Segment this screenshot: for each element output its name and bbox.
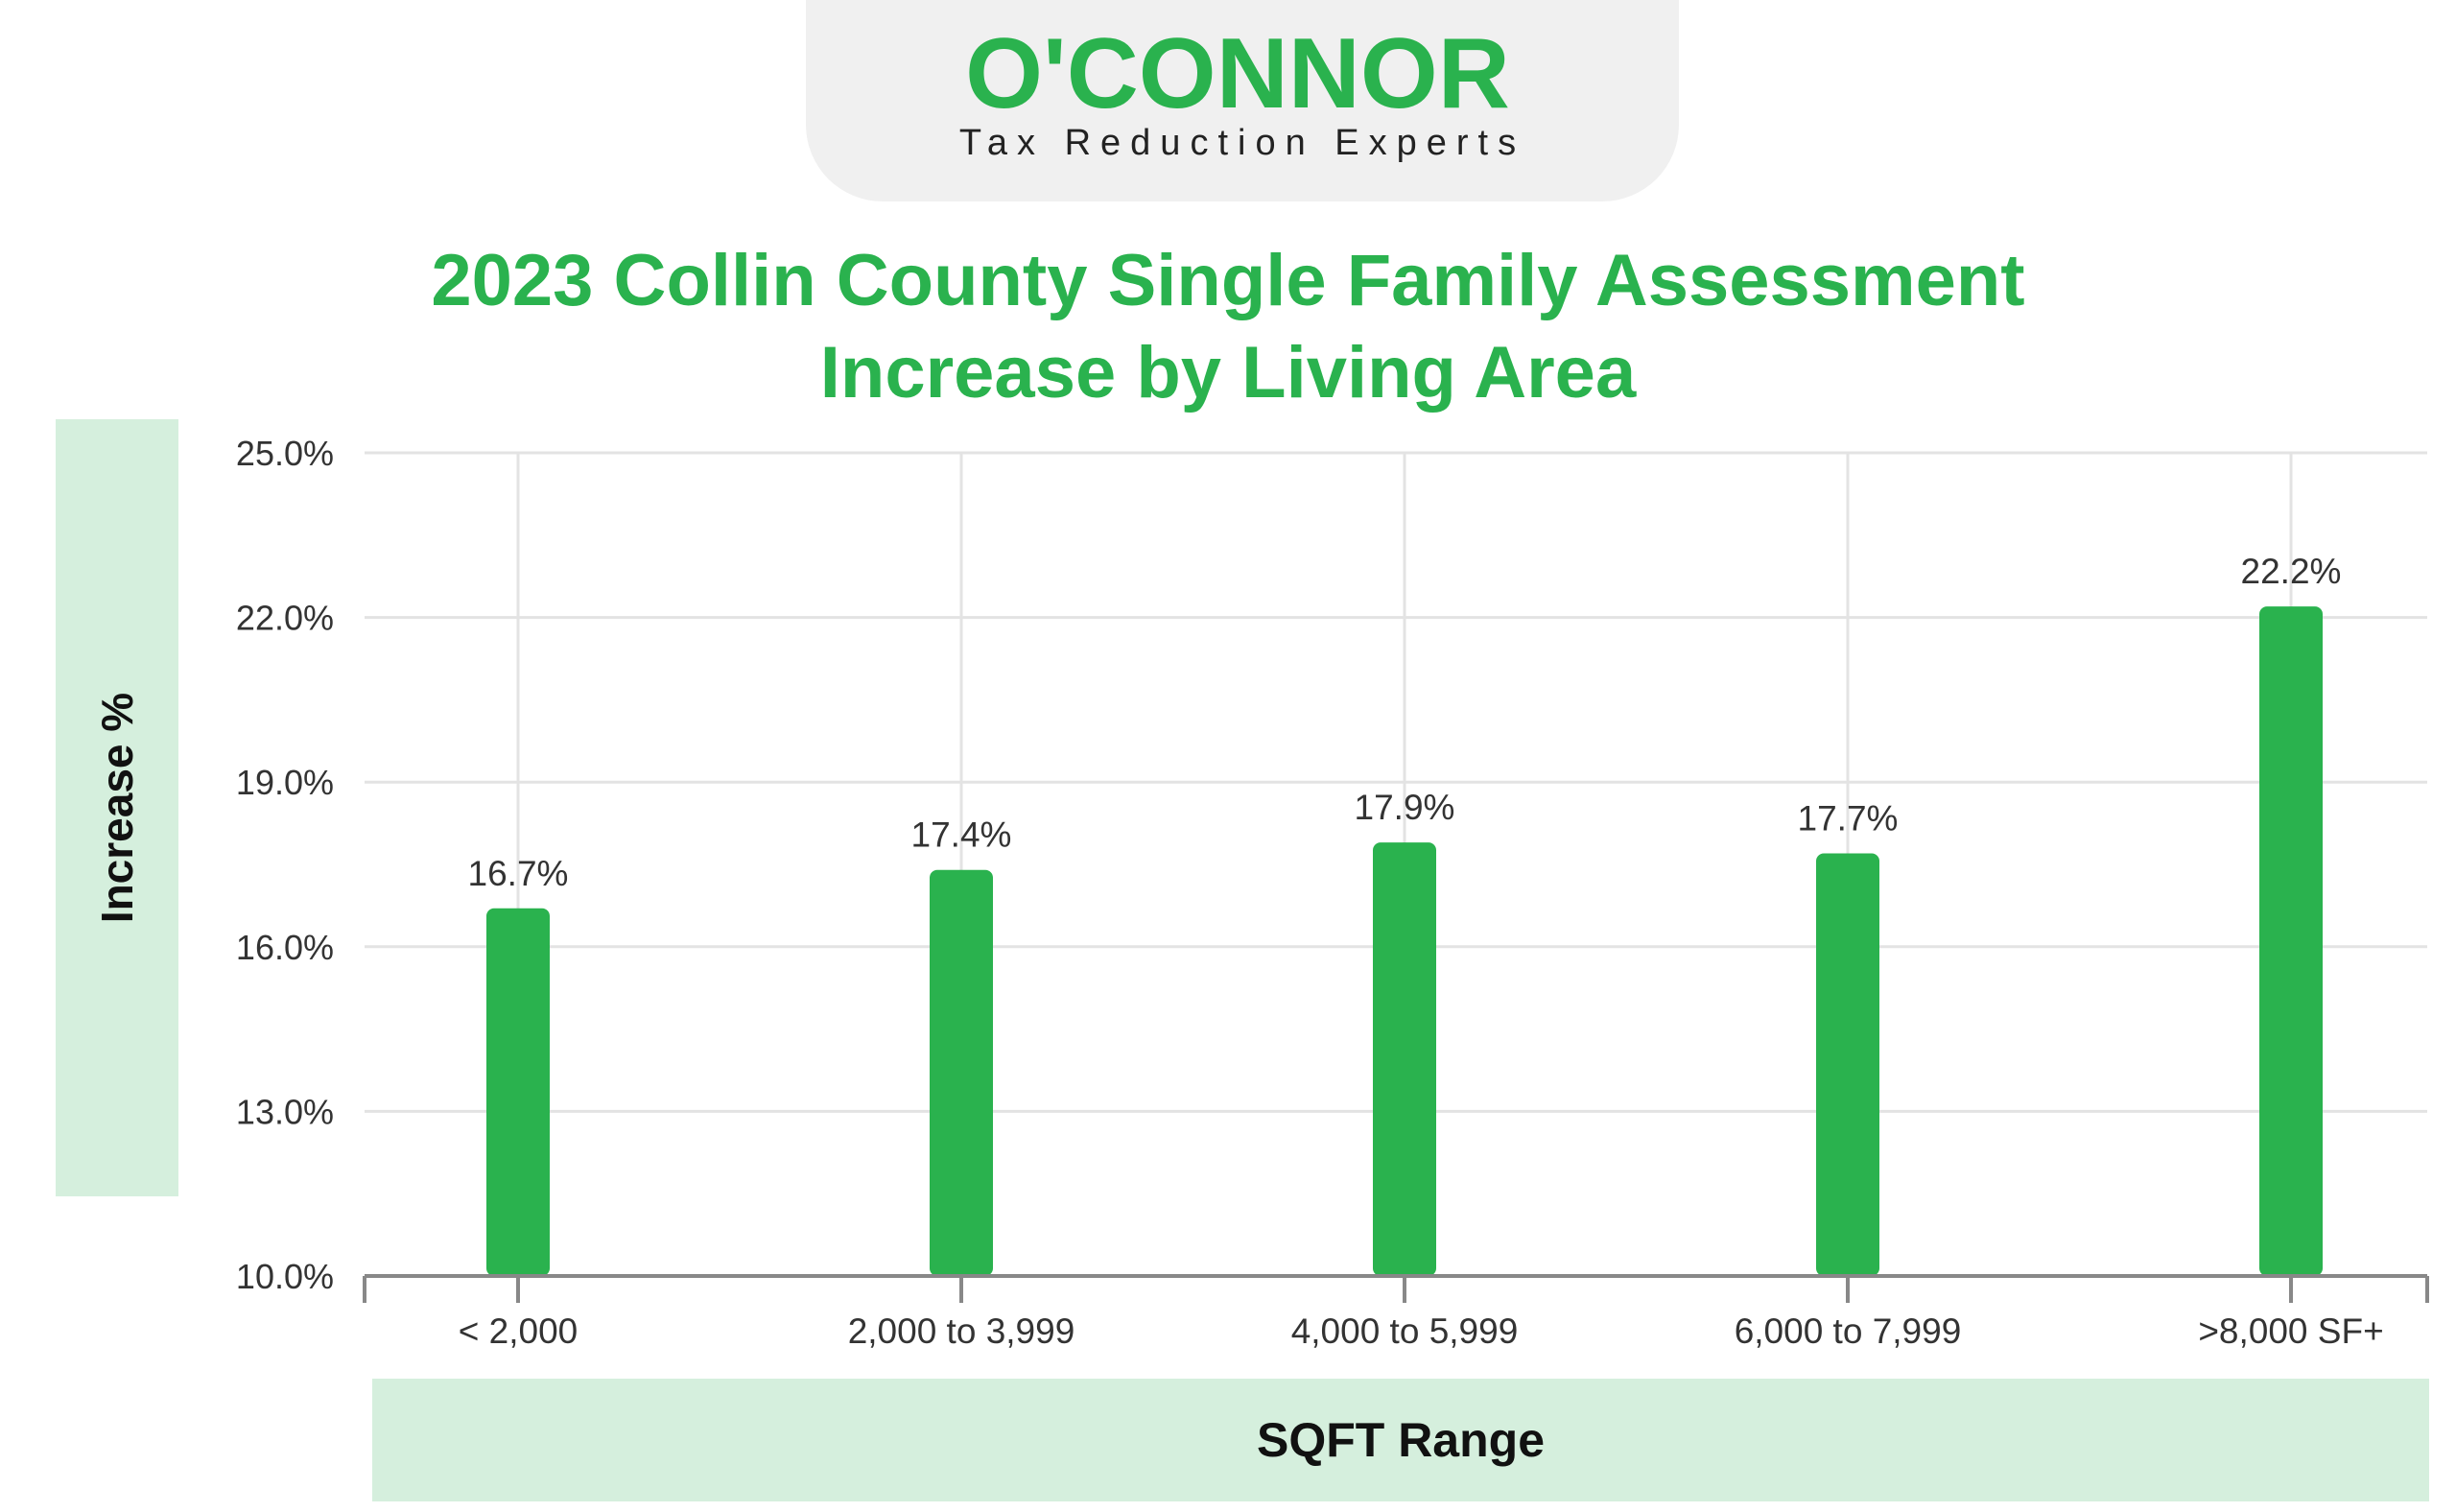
y-axis-label-box bbox=[56, 419, 178, 1196]
y-tick-label: 22.0% bbox=[236, 599, 334, 638]
y-tick-label: 16.0% bbox=[236, 928, 334, 967]
y-tick-label: 13.0% bbox=[236, 1092, 334, 1131]
bar bbox=[486, 908, 550, 1276]
chart-title: 2023 Collin County Single Family Assessm… bbox=[431, 240, 2025, 413]
bar bbox=[1816, 853, 1879, 1276]
bar-value-label: 17.4% bbox=[911, 815, 1012, 855]
bar-value-label: 16.7% bbox=[468, 854, 569, 893]
logo-banner bbox=[806, 0, 1679, 201]
bar-value-label: 17.7% bbox=[1798, 799, 1899, 839]
bars bbox=[486, 606, 2323, 1276]
bar bbox=[1373, 842, 1436, 1276]
y-tick-label: 10.0% bbox=[236, 1257, 334, 1296]
logo-tagline: Tax Reduction Experts bbox=[958, 123, 1526, 163]
bar bbox=[930, 869, 993, 1276]
chart-labels: 10.0% 13.0% 16.0% 19.0% 22.0% 25.0% 16.7% 17.4%… bbox=[236, 434, 2384, 1351]
x-axis-label: SQFT Range bbox=[1256, 1413, 1546, 1467]
logo-wordmark: O'CONNOR bbox=[965, 19, 1510, 125]
x-category-label: < 2,000 bbox=[459, 1311, 578, 1351]
oconnor-logo: O'CONNOR bbox=[965, 19, 1510, 125]
x-category-label: 2,000 to 3,999 bbox=[848, 1311, 1075, 1351]
x-category-label: 6,000 to 7,999 bbox=[1735, 1311, 1962, 1351]
x-category-label: 4,000 to 5,999 bbox=[1291, 1311, 1519, 1351]
y-tick-label: 19.0% bbox=[236, 763, 334, 802]
x-category-label: >8,000 SF+ bbox=[2198, 1311, 2383, 1351]
bar-value-label: 17.9% bbox=[1355, 788, 1455, 827]
bar bbox=[2259, 606, 2323, 1276]
y-tick-label: 25.0% bbox=[236, 434, 334, 473]
bar-value-label: 22.2% bbox=[2241, 552, 2342, 591]
x-axis bbox=[363, 1274, 2429, 1303]
x-axis-label-box: SQFT Range bbox=[372, 1379, 2429, 1501]
